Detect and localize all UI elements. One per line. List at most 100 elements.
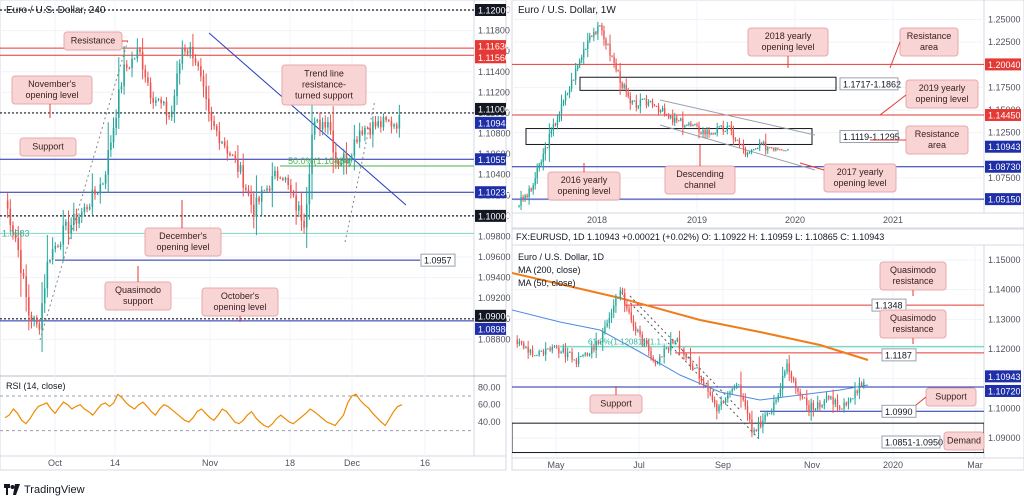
daily-candle-body (681, 349, 683, 351)
weekly-candle-body (627, 92, 629, 97)
daily-candle-body (652, 357, 654, 361)
h4-candle-body (170, 111, 173, 118)
h4-price-tag-text: 1.10550 (478, 155, 511, 165)
daily-candle-body (860, 383, 863, 386)
weekly-candle-body (585, 48, 587, 50)
h4-panel[interactable]: 50.0%(1.10484) 1.0983 1.0957 Resistance Nove… (0, 0, 511, 471)
weekly-candle-body (775, 148, 777, 151)
weekly-callout-area2-text: Resistance area (915, 129, 960, 150)
weekly-candle-body (771, 147, 773, 149)
weekly-panel[interactable]: 1.1717-1.1862 1.1119-1.1295 2018 yearly ope… (511, 0, 1024, 229)
weekly-candle-body (710, 133, 712, 135)
daily-candle-body (698, 367, 700, 379)
daily-candle-body (711, 395, 714, 400)
daily-candle-body (656, 362, 659, 364)
h4-candle-body (374, 121, 377, 127)
daily-candle-body (553, 346, 556, 348)
h4-candle-body (229, 153, 231, 156)
h4-candle-body (223, 141, 226, 147)
h4-callout-december-text: December's opening level (156, 231, 209, 252)
weekly-candle-body (635, 100, 638, 108)
weekly-y-tick-label: 1.12500 (988, 128, 1021, 138)
daily-candle-body (718, 405, 720, 412)
h4-y-tick-label: 1.09800 (478, 231, 511, 241)
weekly-candle-body (663, 108, 666, 115)
h4-candle-body (123, 64, 125, 87)
h4-price-tag-text: 1.10943 (478, 118, 511, 128)
weekly-candle-body (724, 131, 726, 133)
h4-callout-resistance-text: Resistance (71, 36, 116, 46)
weekly-x-tick-label: 2020 (785, 215, 805, 225)
daily-candle-body (740, 384, 742, 396)
h4-trendline-dotted-1 (39, 39, 129, 341)
h4-rsi-pane: 80.00 60.00 40.00 (0, 382, 501, 432)
h4-candle-body (255, 197, 258, 217)
daily-candle-body (823, 400, 826, 406)
daily-candle-body (560, 352, 562, 354)
weekly-candle-body (605, 39, 607, 45)
tradingview-logo[interactable]: TradingView (4, 482, 85, 498)
daily-candle-body (856, 390, 858, 394)
weekly-price-tag-text: 1.08730 (988, 162, 1021, 172)
weekly-callout-2018-text: 2018 yearly opening level (761, 31, 814, 52)
weekly-candle-body (738, 139, 741, 145)
weekly-callout-connector (889, 41, 901, 69)
h4-price-tag-bg (475, 102, 506, 115)
weekly-candle-body (728, 125, 731, 127)
daily-candle-body (599, 342, 602, 344)
daily-y-tick-label: 1.10000 (988, 403, 1021, 413)
h4-candle-body (348, 159, 350, 164)
weekly-candle-body (609, 43, 611, 56)
h4-candle-body (173, 96, 176, 112)
daily-zone-tag-bg (882, 436, 940, 448)
h4-callout-october-text: October's opening level (213, 291, 266, 312)
daily-candle-body (808, 405, 810, 413)
daily-candle-body (849, 398, 852, 401)
weekly-candle-body (665, 114, 668, 116)
h4-candle-body (110, 142, 112, 150)
h4-candle-body (300, 205, 303, 221)
h4-candle-body (284, 177, 287, 181)
h4-candle-body (260, 190, 263, 202)
daily-candle-body (841, 408, 843, 410)
daily-candle-body (803, 397, 806, 399)
h4-candle-body (75, 213, 78, 224)
weekly-candle-body (601, 25, 603, 31)
weekly-candle-body (680, 118, 682, 121)
weekly-candle-body (581, 57, 583, 61)
weekly-candle-body (619, 71, 621, 84)
daily-candle-body (799, 391, 801, 396)
weekly-zone1-tag-border (839, 77, 899, 91)
h4-y-tick-label: 1.11400 (478, 67, 510, 77)
daily-candle-body (694, 368, 696, 370)
weekly-price-tag-bg (985, 193, 1021, 206)
daily-candle-body (654, 360, 657, 364)
weekly-candle-body (698, 125, 700, 133)
daily-candle-body (549, 348, 551, 351)
h4-y-tick-label: 1.10400 (478, 170, 511, 180)
weekly-zone-11717 (579, 76, 837, 91)
h4-candle-body (104, 174, 107, 184)
h4-callout-quasimodo-text: Quasimodo support (115, 285, 161, 306)
weekly-y-tick-label: 1.17500 (988, 82, 1021, 92)
daily-x-tick-label: Jul (633, 460, 645, 470)
daily-candle-body (705, 384, 707, 386)
weekly-price-tag-text: 1.05150 (988, 195, 1021, 205)
weekly-candle-body (672, 116, 674, 123)
weekly-candle-body (758, 142, 761, 149)
h4-tag-10957-border (420, 253, 456, 267)
weekly-candle-body (532, 185, 534, 191)
h4-candle-body (194, 58, 197, 63)
h4-callout-december-box (144, 227, 222, 257)
h4-candle-body (118, 89, 120, 118)
weekly-candle-body (769, 147, 771, 149)
weekly-candle-body (690, 123, 692, 126)
weekly-candle-body (653, 105, 656, 107)
weekly-candle-body (756, 148, 759, 150)
daily-candle-body (812, 402, 815, 410)
weekly-candle-body (688, 123, 690, 125)
daily-candle-body (545, 348, 547, 355)
h4-candle-body (144, 69, 147, 78)
daily-panel[interactable]: 61.8%(1.12081) (1.1... 1.1348 1.1187 1.0990… (511, 228, 1024, 471)
